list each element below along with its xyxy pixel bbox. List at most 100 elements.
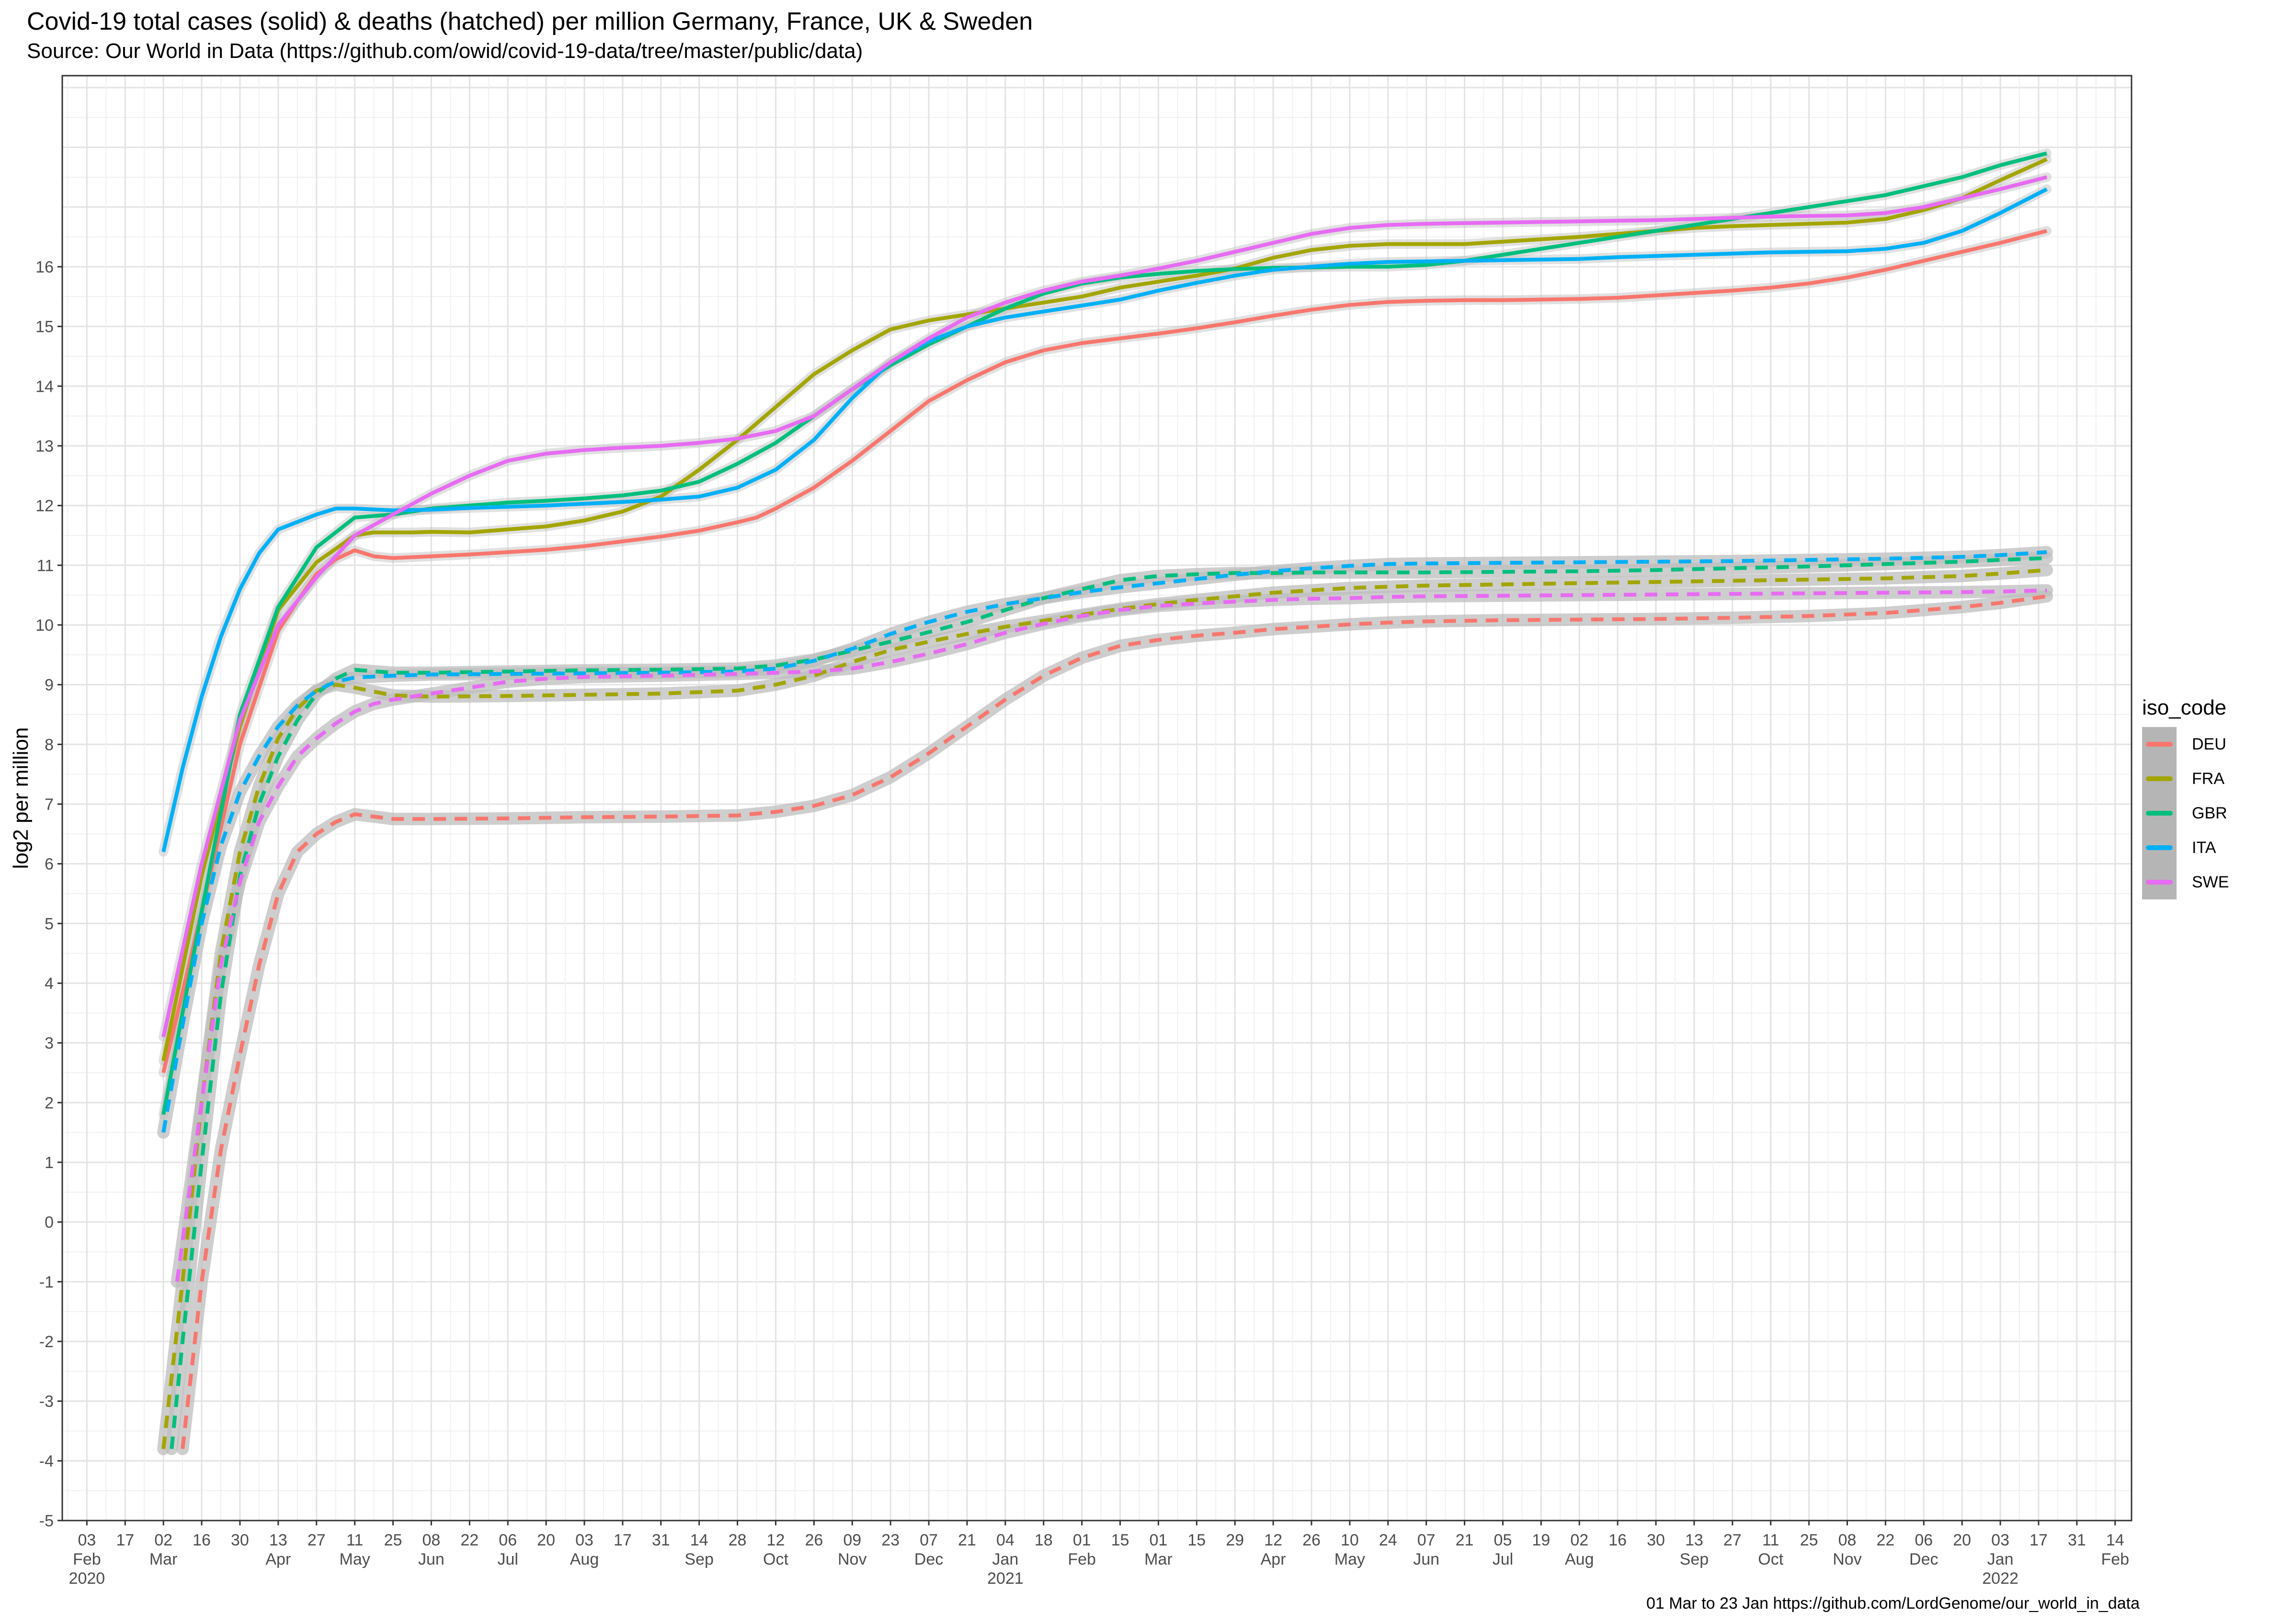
- x-tick-month-label: Nov: [838, 1550, 867, 1568]
- band-swe-deaths: [171, 584, 2053, 1288]
- legend-item-ita: ITA: [2142, 830, 2267, 865]
- y-tick-label: 15: [35, 318, 54, 336]
- legend-label: GBR: [2192, 804, 2227, 822]
- y-tick-label: -3: [39, 1393, 54, 1411]
- x-tick-label: 09: [843, 1531, 861, 1549]
- series-line-ita-cases: [161, 187, 2048, 852]
- x-tick-label: 19: [1532, 1531, 1550, 1549]
- x-tick-month-label: Nov: [1833, 1550, 1861, 1568]
- y-tick-label: 1: [45, 1154, 54, 1172]
- x-tick-label: 30: [231, 1531, 249, 1549]
- x-tick-month-label: Jul: [1493, 1550, 1513, 1568]
- x-tick-year-label: 2021: [987, 1569, 1024, 1588]
- x-tick-label: 22: [1876, 1531, 1894, 1549]
- x-tick-month-label: Apr: [265, 1550, 291, 1568]
- x-tick-label: 03: [575, 1531, 593, 1549]
- x-tick-month-label: Dec: [1909, 1550, 1938, 1568]
- y-tick-label: 7: [45, 795, 54, 814]
- x-tick-label: 21: [1456, 1531, 1474, 1549]
- x-tick-label: 16: [1608, 1531, 1627, 1549]
- legend: iso_code DEU FRA GBR ITA SWE: [2142, 695, 2267, 899]
- x-tick-month-label: Jan: [992, 1550, 1018, 1568]
- x-tick-label: 10: [1341, 1531, 1359, 1549]
- y-tick-label: 12: [35, 497, 54, 515]
- x-tick-label: 08: [1838, 1531, 1857, 1549]
- x-tick-label: 11: [1762, 1531, 1779, 1549]
- x-tick-month-label: Feb: [73, 1550, 101, 1568]
- x-tick-label: 07: [920, 1531, 938, 1549]
- x-tick-month-label: Mar: [149, 1550, 178, 1568]
- x-tick-label: 27: [1723, 1531, 1742, 1549]
- y-tick-label: 9: [45, 676, 54, 694]
- x-tick-label: 14: [2106, 1531, 2124, 1549]
- x-tick-label: 29: [1226, 1531, 1244, 1549]
- x-tick-month-label: Oct: [763, 1550, 788, 1568]
- x-tick-label: 15: [1111, 1531, 1129, 1549]
- x-tick-label: 13: [1685, 1531, 1703, 1549]
- x-tick-month-label: Apr: [1261, 1550, 1286, 1568]
- x-tick-month-label: Mar: [1144, 1550, 1173, 1568]
- x-tick-label: 25: [384, 1531, 402, 1549]
- series-line-gbr-deaths: [170, 556, 2047, 1449]
- series-line-fra-cases: [161, 157, 2048, 1061]
- x-tick-month-label: Sep: [1680, 1550, 1709, 1568]
- y-tick-label: 10: [35, 616, 54, 635]
- x-tick-month-label: Jul: [497, 1550, 518, 1568]
- x-tick-label: 05: [1494, 1531, 1512, 1549]
- x-tick-label: 11: [346, 1531, 363, 1549]
- x-tick-label: 17: [614, 1531, 632, 1549]
- y-tick-label: -2: [39, 1333, 54, 1351]
- legend-item-deu: DEU: [2142, 727, 2267, 761]
- x-tick-year-label: 2022: [1982, 1569, 2018, 1588]
- x-tick-month-label: Oct: [1758, 1550, 1783, 1568]
- x-tick-month-label: Feb: [1068, 1550, 1096, 1568]
- x-tick-label: 13: [269, 1531, 287, 1549]
- series-line-deu-deaths: [181, 594, 2047, 1449]
- x-tick-label: 16: [193, 1531, 211, 1549]
- series-line-swe-deaths: [175, 588, 2047, 1282]
- x-tick-label: 20: [1953, 1531, 1971, 1549]
- x-tick-label: 31: [2068, 1531, 2086, 1549]
- legend-key: [2142, 865, 2177, 899]
- x-tick-label: 01: [1073, 1531, 1091, 1549]
- y-tick-label: 11: [37, 556, 54, 575]
- y-tick-label: -5: [39, 1512, 54, 1530]
- legend-swatch-swe: [2146, 880, 2173, 885]
- x-tick-label: 24: [1379, 1531, 1397, 1549]
- y-tick-label: 5: [45, 915, 54, 933]
- x-tick-label: 08: [422, 1531, 440, 1549]
- x-tick-month-label: Aug: [1565, 1550, 1594, 1568]
- legend-key: [2142, 796, 2177, 830]
- x-tick-month-label: Jun: [418, 1550, 445, 1568]
- confidence-bands: [157, 148, 2053, 1455]
- x-tick-label: 30: [1647, 1531, 1665, 1549]
- x-tick-label: 04: [996, 1531, 1015, 1549]
- chart-caption: 01 Mar to 23 Jan https://github.com/Lord…: [1646, 1594, 2140, 1613]
- x-tick-month-label: Feb: [2101, 1550, 2129, 1568]
- legend-key: [2142, 830, 2177, 865]
- x-tick-month-label: May: [340, 1550, 370, 1568]
- legend-label: ITA: [2192, 839, 2216, 857]
- x-tick-label: 26: [1302, 1531, 1321, 1549]
- legend-key: [2142, 761, 2177, 796]
- x-tick-label: 28: [729, 1531, 747, 1549]
- series-line-ita-deaths: [161, 550, 2047, 1133]
- chart-subtitle: Source: Our World in Data (https://githu…: [27, 39, 863, 63]
- x-tick-label: 06: [499, 1531, 517, 1549]
- x-tick-label: 03: [1991, 1531, 2009, 1549]
- x-tick-label: 27: [308, 1531, 326, 1549]
- x-tick-label: 25: [1800, 1531, 1818, 1549]
- legend-label: FRA: [2192, 770, 2224, 788]
- legend-item-swe: SWE: [2142, 865, 2267, 899]
- y-tick-label: 6: [45, 855, 54, 874]
- x-tick-month-label: May: [1334, 1550, 1365, 1568]
- band-deu-deaths: [176, 590, 2053, 1455]
- legend-swatch-deu: [2146, 742, 2173, 747]
- x-tick-label: 18: [1035, 1531, 1053, 1549]
- y-tick-label: 4: [45, 975, 54, 993]
- y-tick-label: 16: [35, 258, 54, 276]
- x-tick-label: 26: [805, 1531, 823, 1549]
- x-tick-label: 22: [460, 1531, 479, 1549]
- x-tick-label: 12: [767, 1531, 785, 1549]
- series-lines: [161, 151, 2048, 1449]
